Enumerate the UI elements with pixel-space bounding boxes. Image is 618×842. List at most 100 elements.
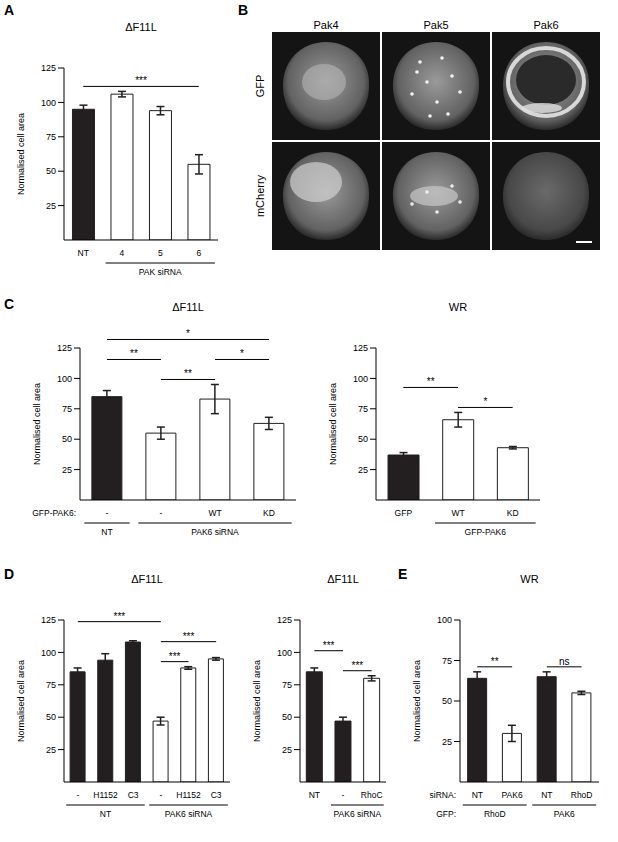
- svg-text:Normalised cell area: Normalised cell area: [32, 383, 42, 465]
- html-text:D: D: [4, 566, 15, 582]
- html-text:Pak6: Pak6: [533, 19, 559, 31]
- svg-text:125: 125: [41, 63, 56, 73]
- svg-text:WT: WT: [208, 508, 221, 518]
- svg-text:***: ***: [323, 640, 335, 651]
- svg-text:*: *: [240, 348, 244, 359]
- svg-text:50: 50: [442, 696, 452, 706]
- html-text:A: A: [4, 2, 15, 18]
- svg-text:mCherry: mCherry: [254, 174, 266, 217]
- svg-text:75: 75: [46, 680, 56, 690]
- html-text:WR: WR: [448, 301, 468, 313]
- html-text:Pak5: Pak5: [423, 19, 449, 31]
- svg-text:KD: KD: [507, 508, 519, 518]
- svg-text:GFP: GFP: [254, 75, 266, 98]
- svg-text:25: 25: [442, 737, 452, 747]
- svg-text:RhoC: RhoC: [361, 790, 383, 800]
- html-text:B: B: [238, 2, 249, 18]
- svg-text:125: 125: [57, 343, 72, 353]
- svg-text:100: 100: [353, 374, 368, 384]
- html-text:Pak4: Pak4: [313, 19, 339, 31]
- svg-text:100: 100: [41, 648, 56, 658]
- svg-text:5: 5: [158, 248, 163, 258]
- svg-text:GFP: GFP: [395, 508, 413, 518]
- svg-text:***: ***: [183, 631, 195, 642]
- svg-text:25: 25: [62, 465, 72, 475]
- svg-text:-: -: [160, 508, 163, 518]
- svg-text:Normalised cell area: Normalised cell area: [328, 383, 338, 465]
- html-text:ΔF11L: ΔF11L: [172, 301, 204, 313]
- svg-text:50: 50: [46, 166, 56, 176]
- svg-text:KD: KD: [263, 508, 275, 518]
- svg-text:***: ***: [169, 651, 181, 662]
- svg-text:PAK6: PAK6: [554, 809, 575, 819]
- svg-text:-: -: [342, 790, 345, 800]
- svg-text:PAK6: PAK6: [502, 790, 523, 800]
- svg-text:***: ***: [113, 611, 125, 622]
- svg-text:**: **: [130, 348, 138, 359]
- svg-text:GFP-PAK6: GFP-PAK6: [465, 527, 507, 537]
- svg-text:Normalised cell area: Normalised cell area: [16, 113, 26, 195]
- svg-text:75: 75: [358, 404, 368, 414]
- svg-text:NT: NT: [101, 527, 112, 537]
- svg-text:25: 25: [282, 745, 292, 755]
- svg-text:PAK6 siRNA: PAK6 siRNA: [191, 527, 239, 537]
- svg-text:50: 50: [62, 434, 72, 444]
- svg-text:***: ***: [351, 660, 363, 671]
- svg-text:NT: NT: [78, 248, 89, 258]
- svg-text:ns: ns: [559, 656, 570, 667]
- svg-text:75: 75: [442, 656, 452, 666]
- svg-text:***: ***: [135, 75, 147, 86]
- svg-text:50: 50: [282, 712, 292, 722]
- svg-text:PAK6 siRNA: PAK6 siRNA: [334, 809, 382, 819]
- svg-text:100: 100: [41, 98, 56, 108]
- svg-text:RhoD: RhoD: [484, 809, 506, 819]
- svg-text:75: 75: [46, 132, 56, 142]
- svg-text:NT: NT: [472, 790, 483, 800]
- svg-text:75: 75: [282, 680, 292, 690]
- svg-text:Normalised cell area: Normalised cell area: [252, 660, 262, 742]
- svg-text:C3: C3: [211, 790, 222, 800]
- svg-text:100: 100: [277, 648, 292, 658]
- svg-text:**: **: [427, 376, 435, 387]
- svg-text:C3: C3: [128, 790, 139, 800]
- svg-text:100: 100: [57, 374, 72, 384]
- svg-text:50: 50: [358, 434, 368, 444]
- svg-text:Normalised cell area: Normalised cell area: [412, 660, 422, 742]
- svg-text:H1152: H1152: [176, 790, 201, 800]
- svg-text:25: 25: [46, 201, 56, 211]
- svg-text:**: **: [184, 368, 192, 379]
- html-text:ΔF11L: ΔF11L: [125, 21, 157, 33]
- svg-text:50: 50: [46, 712, 56, 722]
- svg-text:NT: NT: [100, 809, 111, 819]
- html-text:ΔF11L: ΔF11L: [327, 573, 359, 585]
- svg-text:WT: WT: [451, 508, 464, 518]
- svg-text:25: 25: [358, 465, 368, 475]
- svg-text:125: 125: [353, 343, 368, 353]
- svg-text:6: 6: [196, 248, 201, 258]
- svg-text:PAK siRNA: PAK siRNA: [139, 267, 182, 277]
- html-text:WR: WR: [520, 573, 539, 585]
- svg-text:*: *: [483, 396, 487, 407]
- html-text:ΔF11L: ΔF11L: [131, 573, 163, 585]
- svg-text:125: 125: [41, 615, 56, 625]
- svg-text:-: -: [106, 508, 109, 518]
- html-text:C: C: [4, 296, 15, 312]
- svg-text:-: -: [76, 790, 79, 800]
- svg-text:GFP:: GFP:: [436, 809, 456, 819]
- svg-text:*: *: [186, 328, 190, 339]
- svg-text:siRNA:: siRNA:: [430, 790, 456, 800]
- svg-text:75: 75: [62, 404, 72, 414]
- svg-text:100: 100: [437, 615, 452, 625]
- svg-text:4: 4: [119, 248, 124, 258]
- svg-text:RhoD: RhoD: [571, 790, 593, 800]
- svg-text:PAK6 siRNA: PAK6 siRNA: [165, 809, 213, 819]
- svg-text:125: 125: [277, 615, 292, 625]
- svg-text:GFP-PAK6:: GFP-PAK6:: [32, 508, 76, 518]
- svg-text:H1152: H1152: [93, 790, 118, 800]
- svg-text:Normalised cell area: Normalised cell area: [16, 660, 26, 742]
- svg-text:NT: NT: [309, 790, 320, 800]
- svg-text:25: 25: [46, 745, 56, 755]
- svg-text:**: **: [491, 656, 499, 667]
- svg-text:NT: NT: [541, 790, 552, 800]
- svg-text:-: -: [159, 790, 162, 800]
